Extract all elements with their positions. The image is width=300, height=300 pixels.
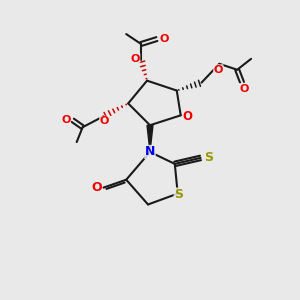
Text: N: N	[145, 146, 155, 158]
Polygon shape	[147, 125, 153, 152]
Text: O: O	[183, 110, 193, 123]
Text: O: O	[159, 34, 169, 44]
Text: O: O	[61, 115, 70, 125]
Text: O: O	[214, 65, 223, 75]
Text: S: S	[174, 188, 183, 201]
Text: O: O	[239, 84, 249, 94]
Text: O: O	[91, 181, 102, 194]
Text: O: O	[130, 54, 140, 64]
Text: O: O	[100, 116, 109, 126]
Text: S: S	[204, 152, 213, 164]
